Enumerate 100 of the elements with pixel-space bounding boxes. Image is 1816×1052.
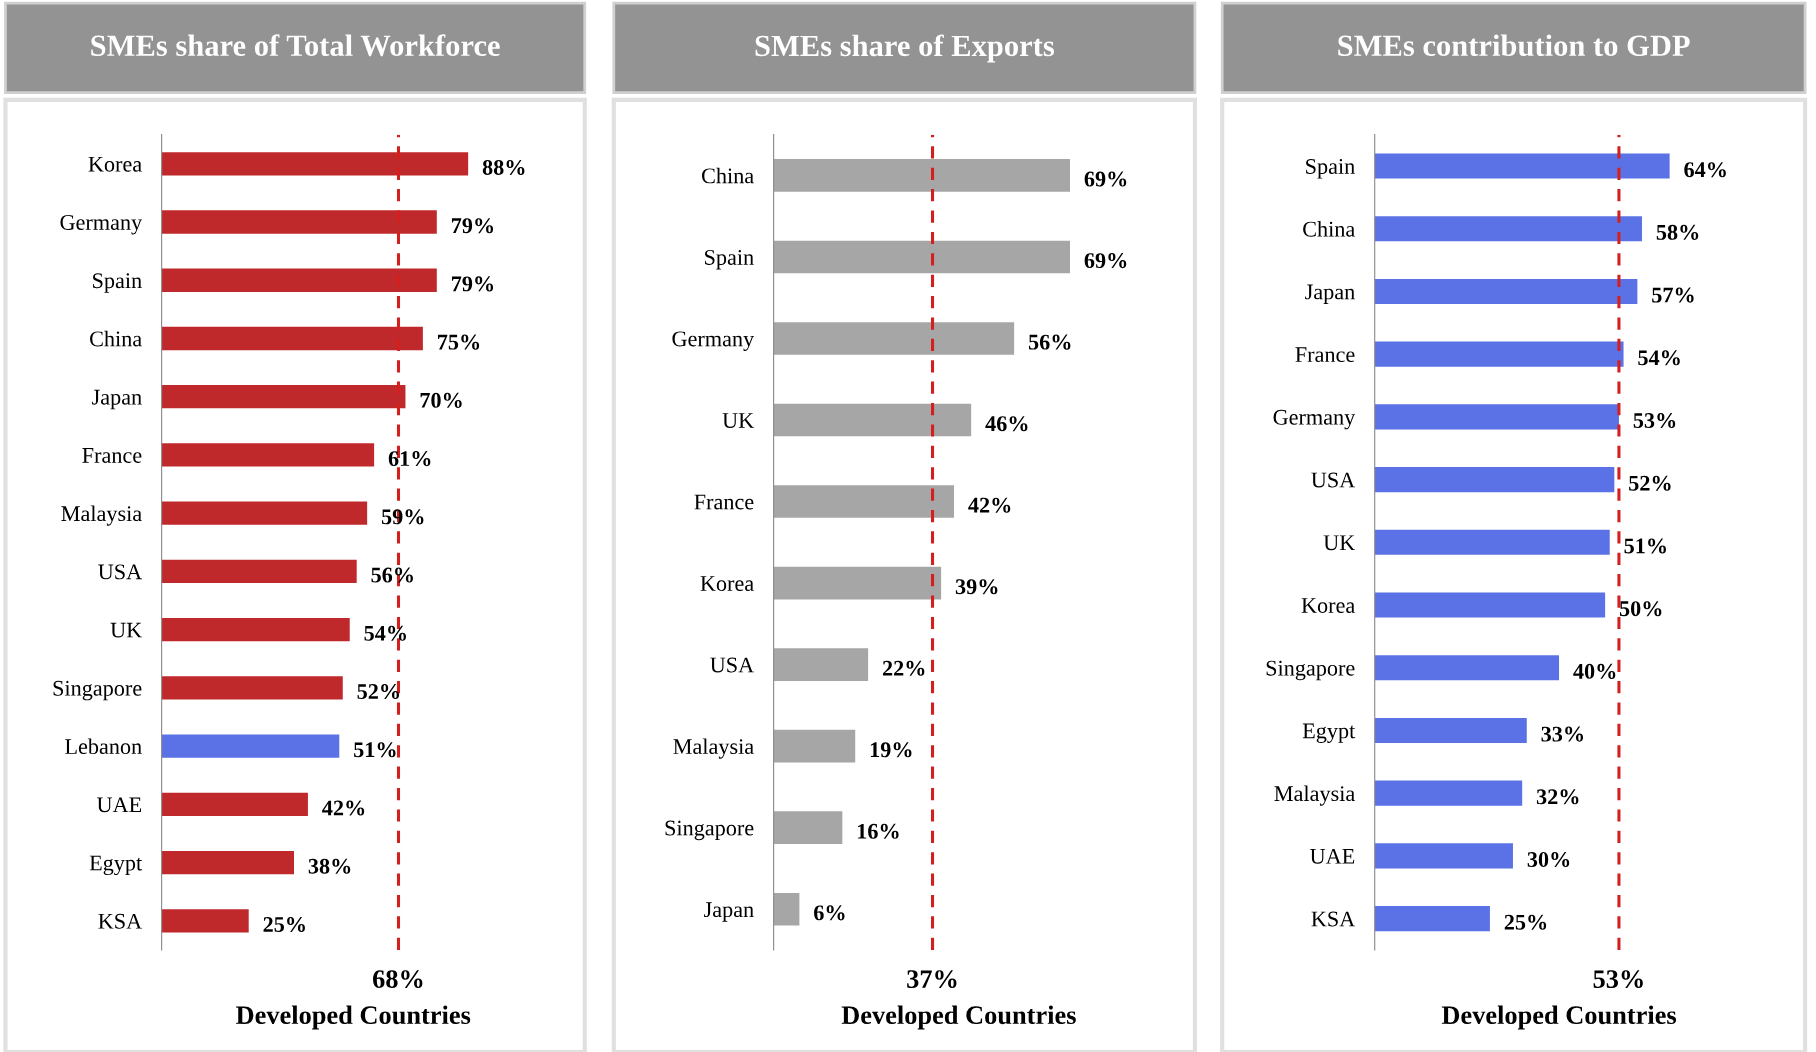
bar <box>1374 906 1490 932</box>
y-tick-label: UAE <box>1310 848 1355 864</box>
data-label: 33% <box>1541 726 1584 742</box>
data-label: 16% <box>858 823 899 839</box>
y-tick-label: France <box>1295 347 1355 363</box>
y-tick-label: Korea <box>700 576 754 591</box>
y-tick-label: Japan <box>92 389 142 410</box>
x-axis-title: Developed Countries <box>841 1005 1076 1030</box>
bar <box>161 152 469 176</box>
x-axis-title: Developed Countries <box>1441 1005 1677 1030</box>
data-label: 52% <box>357 684 400 700</box>
data-label: 56% <box>1028 334 1071 350</box>
bar <box>161 618 350 642</box>
bar <box>161 850 294 875</box>
y-tick-label: UAE <box>96 797 142 813</box>
y-tick-label: Germany <box>672 331 755 351</box>
data-label: 50% <box>1619 601 1662 617</box>
bar <box>773 159 1070 192</box>
y-tick-label: Singapore <box>1266 660 1355 681</box>
y-tick-label: Spain <box>705 249 754 270</box>
bar <box>1374 717 1527 743</box>
y-tick-label: Malaysia <box>1274 785 1355 806</box>
bar <box>161 210 437 234</box>
y-tick-label: China <box>702 167 754 184</box>
bar <box>773 322 1015 355</box>
data-label: 52% <box>1629 475 1671 491</box>
data-label: 69% <box>1084 171 1127 187</box>
bar <box>161 443 375 467</box>
data-label: 53% <box>1633 413 1676 429</box>
bar <box>773 729 856 763</box>
y-tick-label: Korea <box>1301 598 1355 613</box>
bar <box>773 648 869 681</box>
y-tick-label: Egypt <box>1302 723 1356 743</box>
data-label: 70% <box>420 392 462 408</box>
data-label: 32% <box>1536 789 1579 805</box>
y-tick-label: France <box>82 448 142 463</box>
ref-line-label: 53% <box>1593 970 1643 989</box>
bar <box>161 268 437 292</box>
chart-title: SMEs share of Total Workforce <box>91 34 500 57</box>
data-label: 58% <box>1656 224 1699 240</box>
bar <box>773 403 972 437</box>
y-tick-label: UK <box>722 413 754 428</box>
y-tick-label: China <box>90 330 142 347</box>
bar <box>161 501 368 525</box>
data-label: 30% <box>1527 852 1570 868</box>
data-label: 64% <box>1684 162 1726 178</box>
bar <box>1374 592 1606 618</box>
y-tick-label: UK <box>1323 535 1356 551</box>
data-label: 57% <box>1652 287 1694 303</box>
y-tick-label: Singapore <box>53 680 142 701</box>
bar <box>1374 404 1619 430</box>
data-label: 51% <box>354 742 396 758</box>
chart-title: SMEs contribution to GDP <box>1338 34 1690 57</box>
y-tick-label: Korea <box>88 156 142 172</box>
bar <box>1374 655 1560 681</box>
y-tick-label: KSA <box>1311 911 1356 927</box>
bar <box>1374 216 1642 242</box>
y-tick-label: USA <box>710 657 755 673</box>
bar <box>161 326 423 351</box>
data-label: 54% <box>1638 350 1680 366</box>
y-tick-label: USA <box>98 564 143 580</box>
data-label: 61% <box>388 451 431 467</box>
bar <box>161 559 357 584</box>
data-label: 88% <box>482 159 525 175</box>
y-tick-label: Singapore <box>665 820 754 841</box>
data-label: 79% <box>451 276 494 292</box>
y-tick-label: UK <box>110 622 142 638</box>
data-label: 40% <box>1573 663 1616 679</box>
data-label: 54% <box>364 625 406 641</box>
bar <box>773 240 1070 274</box>
bar <box>773 485 955 518</box>
data-label: 42% <box>968 497 1011 513</box>
bar <box>161 792 308 817</box>
data-label: 25% <box>263 916 305 933</box>
y-tick-label: Malaysia <box>673 738 754 759</box>
bar <box>161 676 343 700</box>
y-tick-label: Lebanon <box>65 738 142 755</box>
bar <box>1374 843 1513 869</box>
data-label: 79% <box>451 218 494 234</box>
bar <box>773 566 942 600</box>
y-tick-label: Egypt <box>89 855 143 876</box>
bar <box>1374 780 1523 806</box>
bar <box>1374 467 1615 493</box>
bar <box>1374 529 1610 555</box>
ref-line-label: 68% <box>373 970 423 989</box>
data-label: 38% <box>308 858 351 874</box>
data-label: 39% <box>955 579 998 595</box>
y-tick-label: Spain <box>1306 159 1355 179</box>
y-tick-label: Germany <box>1273 409 1356 430</box>
y-tick-label: Spain <box>93 273 142 293</box>
y-tick-label: KSA <box>98 913 143 929</box>
bar <box>1374 278 1638 304</box>
y-tick-label: Germany <box>60 214 143 235</box>
data-label: 46% <box>985 416 1028 432</box>
data-label: 69% <box>1084 253 1127 269</box>
y-tick-label: Japan <box>1305 284 1355 304</box>
data-label: 6% <box>814 905 845 921</box>
x-axis-title: Developed Countries <box>236 1005 471 1030</box>
y-tick-label: Malaysia <box>61 505 142 526</box>
data-label: 75% <box>438 334 480 350</box>
